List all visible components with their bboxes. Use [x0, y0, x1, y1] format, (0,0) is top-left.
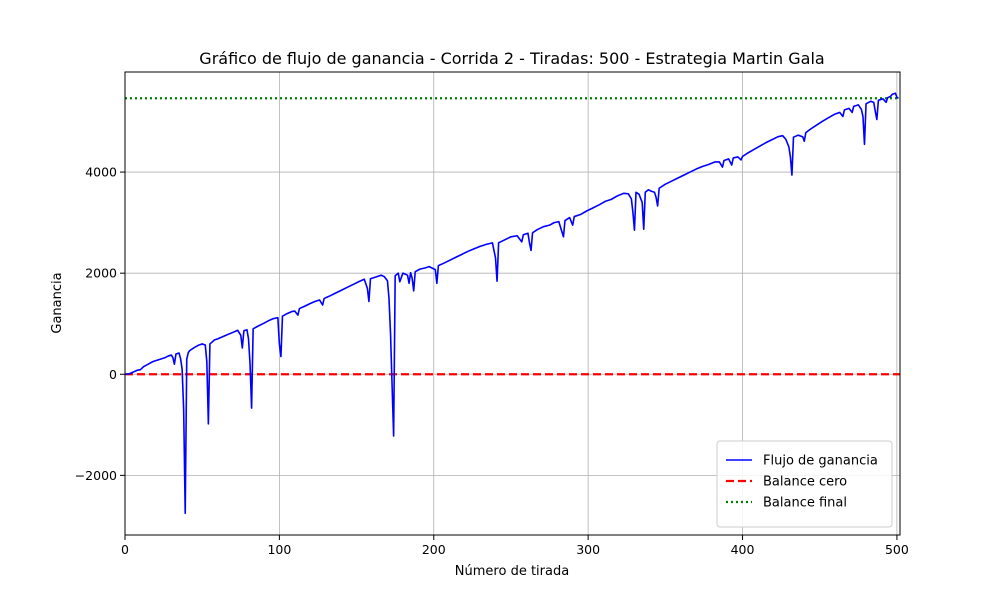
x-tick-label: 0 — [121, 542, 129, 557]
legend-entry: Balance cero — [763, 475, 847, 490]
legend-box — [716, 440, 893, 528]
y-axis-label: Ganancia — [50, 272, 65, 333]
x-tick-label: 100 — [267, 542, 291, 557]
grid — [124, 72, 900, 535]
legend: Flujo de ganancia Balance cero Balance fin… — [716, 440, 893, 528]
y-tick-label: 2000 — [85, 266, 117, 281]
legend-entry: Flujo de ganancia — [763, 454, 878, 469]
ticks: 0 100 200 300 400 500 −2000 0 2000 4000 — [75, 165, 909, 557]
x-tick-label: 500 — [885, 542, 909, 557]
x-axis-label: Número de tirada — [455, 564, 569, 579]
series-layer — [124, 92, 900, 515]
y-tick-label: 4000 — [85, 165, 117, 180]
x-tick-label: 400 — [731, 542, 755, 557]
plot-frame — [124, 71, 901, 536]
series-line-flujo-de-ganancia — [124, 92, 899, 515]
y-tick-label: −2000 — [75, 468, 117, 483]
x-tick-label: 300 — [576, 542, 600, 557]
x-tick-label: 200 — [422, 542, 446, 557]
y-tick-label: 0 — [109, 367, 117, 382]
chart-title: Gráfico de flujo de ganancia - Corrida 2… — [199, 49, 824, 68]
legend-entry: Balance final — [763, 496, 847, 511]
